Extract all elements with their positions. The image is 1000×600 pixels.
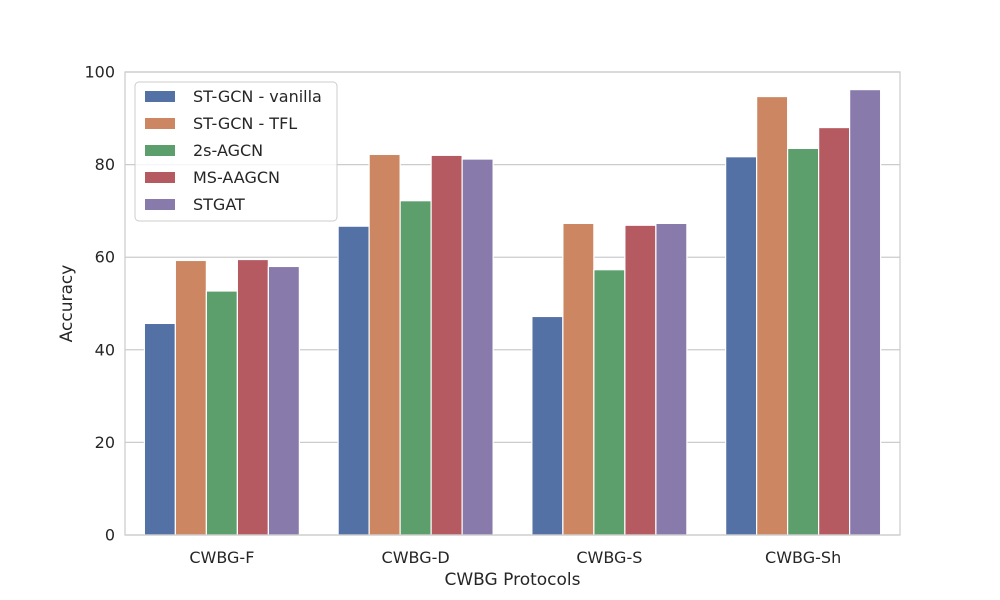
y-tick-label: 100 <box>84 63 115 82</box>
bar <box>593 269 626 536</box>
bars <box>143 88 882 536</box>
bar <box>756 95 789 536</box>
bar <box>337 225 370 536</box>
y-tick-labels: 0 20 40 60 80 100 <box>84 63 115 545</box>
y-tick-label: 0 <box>105 526 115 545</box>
x-tick-label: CWBG-Sh <box>765 548 841 567</box>
legend-box <box>134 81 338 222</box>
legend-swatch <box>145 172 175 183</box>
legend-swatch <box>145 118 175 129</box>
legend-label: 2s-AGCN <box>193 141 263 160</box>
bar <box>562 222 595 536</box>
bar <box>655 222 688 536</box>
bar <box>624 224 657 536</box>
x-tick-label: CWBG-S <box>576 548 642 567</box>
legend-label: ST-GCN - vanilla <box>193 87 322 106</box>
bar <box>399 200 432 536</box>
legend-label: STGAT <box>193 195 245 214</box>
legend-swatch <box>145 145 175 156</box>
x-tick-labels: CWBG-F CWBG-D CWBG-S CWBG-Sh <box>189 548 841 567</box>
bar <box>461 158 494 536</box>
legend: ST-GCN - vanilla ST-GCN - TFL 2s-AGCN MS-AA… <box>134 81 338 222</box>
plot-frame <box>124 71 901 536</box>
legend-swatch <box>145 199 175 210</box>
bar <box>787 147 820 536</box>
y-tick-label: 20 <box>95 433 115 452</box>
y-tick-label: 40 <box>95 340 115 359</box>
y-axis-title: Accuracy <box>57 265 77 343</box>
bar <box>818 126 851 536</box>
y-tick-label: 80 <box>95 155 115 174</box>
bar <box>143 322 176 536</box>
legend-label: MS-AAGCN <box>193 168 280 187</box>
x-axis-title: CWBG Protocols <box>445 570 581 590</box>
x-tick-label: CWBG-F <box>189 548 254 567</box>
bar <box>174 259 207 536</box>
bar <box>849 88 882 536</box>
bar <box>531 315 564 536</box>
bar <box>267 265 300 536</box>
bar <box>236 258 269 536</box>
bar <box>430 154 463 536</box>
bar <box>205 290 238 536</box>
bar <box>725 156 758 536</box>
y-tick-label: 60 <box>95 248 115 267</box>
legend-label: ST-GCN - TFL <box>193 114 297 133</box>
legend-swatch <box>145 91 175 102</box>
bar <box>368 153 401 536</box>
x-tick-label: CWBG-D <box>382 548 450 567</box>
